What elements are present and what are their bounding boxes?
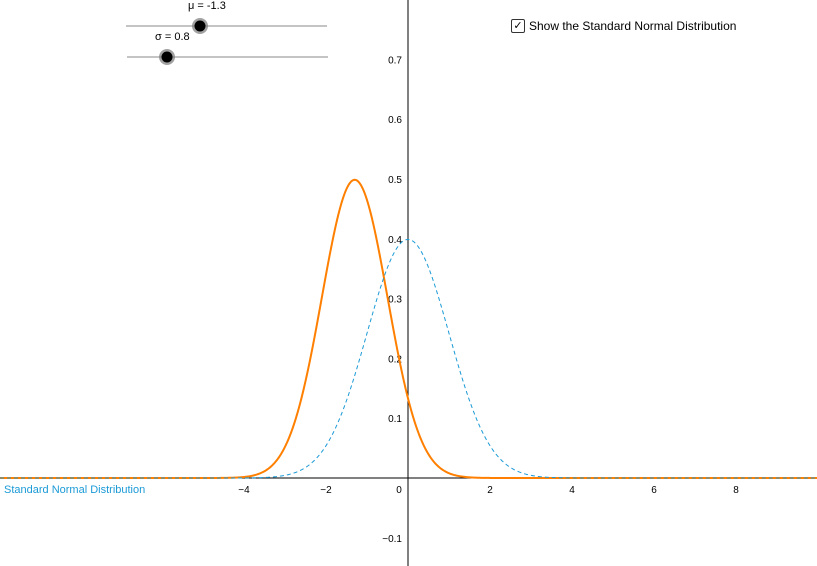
mu-slider-handle[interactable] — [192, 18, 208, 34]
y-tick-label: 0.1 — [388, 414, 402, 425]
curves — [0, 178, 817, 479]
checkbox-checkmark-icon[interactable]: ✓ — [511, 19, 525, 33]
y-tick-label: 0.4 — [388, 235, 402, 246]
standard-normal-curve — [0, 238, 817, 479]
x-tick-label: −4 — [238, 485, 250, 496]
sigma-slider-label: σ = 0.8 — [155, 31, 190, 43]
x-tick-label: 2 — [487, 485, 493, 496]
y-tick-label: 0.6 — [388, 115, 402, 126]
y-tick-label: 0.7 — [388, 55, 402, 66]
x-tick-label: 4 — [569, 485, 575, 496]
tick-labels: −4 −2 0 2 4 6 8 −0.1 0.1 0.2 0.3 0.4 0.5 0.6 0.7 — [238, 55, 739, 544]
sigma-slider-handle[interactable] — [159, 49, 175, 65]
x-tick-label: −2 — [320, 485, 332, 496]
sliders[interactable] — [126, 18, 328, 65]
standard-normal-curve-label: Standard Normal Distribution — [4, 484, 145, 496]
y-tick-label: −0.1 — [382, 534, 402, 545]
y-tick-label: 0.3 — [388, 295, 402, 306]
mu-slider-label: μ = -1.3 — [188, 0, 226, 12]
x-tick-label: 8 — [733, 485, 739, 496]
y-tick-label: 0.2 — [388, 354, 402, 365]
checkbox-label: Show the Standard Normal Distribution — [529, 19, 737, 33]
y-tick-label: 0.5 — [388, 175, 402, 186]
show-standard-normal-checkbox[interactable]: ✓ Show the Standard Normal Distribution — [511, 19, 736, 33]
x-tick-label: 0 — [396, 485, 402, 496]
x-tick-label: 6 — [651, 485, 657, 496]
